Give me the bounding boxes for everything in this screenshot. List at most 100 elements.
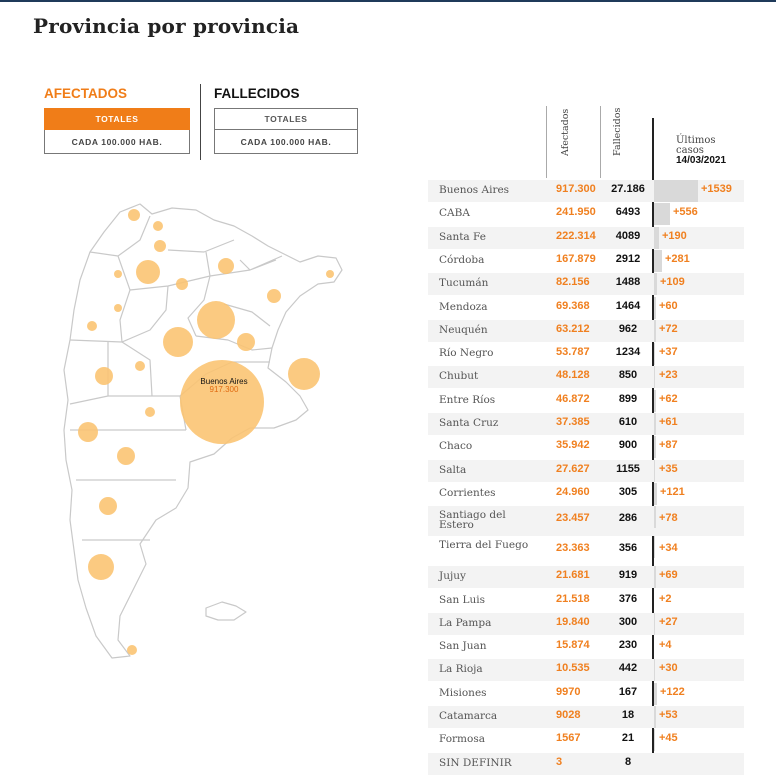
ultimos-value: +30 bbox=[659, 662, 678, 675]
map-bubble bbox=[267, 289, 281, 303]
ultimos-value: +122 bbox=[660, 685, 685, 698]
ultimos-bar bbox=[654, 296, 656, 319]
afectados-tab[interactable]: AFECTADOS bbox=[44, 86, 127, 101]
province-name: Buenos Aires bbox=[439, 184, 510, 196]
table-row: SIN DEFINIR 3 8 bbox=[428, 752, 744, 775]
afectados-value: 10.535 bbox=[556, 662, 590, 675]
afectados-value: 167.879 bbox=[556, 252, 596, 265]
ultimos-bar bbox=[654, 729, 655, 752]
afectados-value: 27.627 bbox=[556, 462, 590, 475]
map-bubble bbox=[176, 278, 188, 290]
province-name: Misiones bbox=[439, 686, 487, 699]
table-row: Formosa 1567 21 +45 bbox=[428, 729, 744, 752]
table-row: Corrientes 24.960 305 +121 bbox=[428, 482, 744, 505]
map-bubble bbox=[326, 270, 334, 278]
fallecidos-value: 962 bbox=[618, 322, 638, 335]
afectados-value: 82.156 bbox=[556, 276, 590, 289]
province-name: Catamarca bbox=[439, 710, 498, 722]
afectados-value: 23.457 bbox=[556, 512, 590, 525]
ultimos-value: +23 bbox=[659, 369, 678, 382]
ultimos-value: +62 bbox=[659, 392, 678, 405]
table-row: Entre Ríos 46.872 899 +62 bbox=[428, 389, 744, 412]
fallecidos-value: 18 bbox=[621, 709, 635, 721]
fallecidos-tab-group: FALLECIDOS TOTALES CADA 100.000 HAB. bbox=[214, 86, 358, 154]
ultimos-axis-line bbox=[652, 118, 654, 772]
map-highlight-callout: Buenos Aires 917.300 bbox=[192, 378, 256, 394]
fallecidos-value: 919 bbox=[618, 569, 638, 582]
afectados-value: 23.363 bbox=[556, 542, 590, 555]
row-background bbox=[428, 612, 744, 635]
ultimos-value: +87 bbox=[659, 439, 678, 452]
afectados-value: 917.300 bbox=[556, 183, 596, 195]
table-row: Mendoza 69.368 1464 +60 bbox=[428, 296, 744, 319]
row-background bbox=[428, 506, 744, 537]
afectados-value: 21.681 bbox=[556, 569, 590, 582]
table-row: Neuquén 63.212 962 +72 bbox=[428, 319, 744, 342]
ultimos-bar bbox=[654, 203, 670, 226]
ultimos-bar bbox=[654, 459, 655, 482]
ultimos-bar bbox=[654, 482, 657, 505]
province-name: Neuquén bbox=[439, 323, 488, 336]
fallecidos-value: 167 bbox=[618, 685, 638, 698]
table-row: Santa Cruz 37.385 610 +61 bbox=[428, 413, 744, 435]
fallecidos-per100k-button[interactable]: CADA 100.000 HAB. bbox=[214, 130, 358, 154]
ultimos-bar bbox=[654, 706, 656, 728]
fallecidos-value: 21 bbox=[621, 732, 635, 745]
ultimos-bar bbox=[654, 506, 656, 529]
afectados-value: 69.368 bbox=[556, 299, 590, 312]
afectados-value: 53.787 bbox=[556, 346, 590, 359]
afectados-per100k-button[interactable]: CADA 100.000 HAB. bbox=[44, 130, 190, 154]
map-bubble bbox=[145, 407, 155, 417]
ultimos-value: +1539 bbox=[701, 183, 732, 195]
fallecidos-value: 27.186 bbox=[611, 183, 645, 195]
fallecidos-value: 286 bbox=[618, 512, 638, 525]
ultimos-value: +35 bbox=[659, 462, 678, 475]
province-name: La Rioja bbox=[439, 663, 483, 676]
ultimos-value: +72 bbox=[659, 322, 678, 335]
fallecidos-tab[interactable]: FALLECIDOS bbox=[214, 86, 300, 101]
col-afectados-header: Afectados bbox=[560, 108, 571, 156]
afectados-value: 222.314 bbox=[556, 229, 596, 242]
ultimos-value: +53 bbox=[659, 709, 678, 721]
ultimos-bar bbox=[654, 612, 655, 635]
ultimos-value: +60 bbox=[659, 299, 678, 312]
ultimos-bar bbox=[654, 682, 657, 705]
province-name: Santa Cruz bbox=[439, 417, 499, 429]
fallecidos-value: 899 bbox=[618, 392, 638, 405]
map-bubble bbox=[88, 554, 114, 580]
ultimos-value: +45 bbox=[659, 732, 678, 745]
fallecidos-totales-button[interactable]: TOTALES bbox=[214, 108, 358, 130]
ultimos-bar bbox=[654, 413, 656, 435]
ultimos-value: +4 bbox=[659, 639, 672, 652]
table-row: La Rioja 10.535 442 +30 bbox=[428, 659, 744, 682]
table-row: Buenos Aires 917.300 27.186 +1539 bbox=[428, 180, 744, 202]
afectados-value: 3 bbox=[556, 755, 563, 768]
province-name: Chaco bbox=[439, 440, 473, 453]
province-name: San Luis bbox=[439, 593, 486, 606]
province-name: Salta bbox=[439, 463, 467, 476]
ultimos-label: Últimos casos bbox=[676, 135, 716, 156]
header-divider-2 bbox=[600, 106, 601, 178]
map-bubble bbox=[135, 361, 145, 371]
map-highlight-label: Buenos Aires bbox=[200, 377, 248, 386]
province-name: Santa Fe bbox=[439, 230, 486, 243]
map-bubble bbox=[114, 270, 122, 278]
ultimos-value: +61 bbox=[659, 416, 678, 428]
table-row: CABA 241.950 6493 +556 bbox=[428, 203, 744, 226]
row-background bbox=[428, 659, 744, 682]
afectados-tab-group: AFECTADOS TOTALES CADA 100.000 HAB. bbox=[44, 86, 190, 154]
ultimos-value: +109 bbox=[660, 276, 685, 289]
table-row: Chaco 35.942 900 +87 bbox=[428, 436, 744, 459]
ultimos-bar bbox=[654, 180, 698, 202]
table-row: Catamarca 9028 18 +53 bbox=[428, 706, 744, 728]
afectados-totales-button[interactable]: TOTALES bbox=[44, 108, 190, 130]
ultimos-value: +190 bbox=[662, 229, 687, 242]
province-name: Mendoza bbox=[439, 300, 488, 313]
province-name: CABA bbox=[439, 207, 470, 220]
row-background bbox=[428, 273, 744, 296]
province-name: Jujuy bbox=[439, 570, 466, 583]
afectados-value: 9970 bbox=[556, 685, 581, 698]
map-highlight-value: 917.300 bbox=[209, 385, 239, 394]
ultimos-value: +27 bbox=[659, 615, 678, 628]
fallecidos-value: 442 bbox=[618, 662, 638, 675]
